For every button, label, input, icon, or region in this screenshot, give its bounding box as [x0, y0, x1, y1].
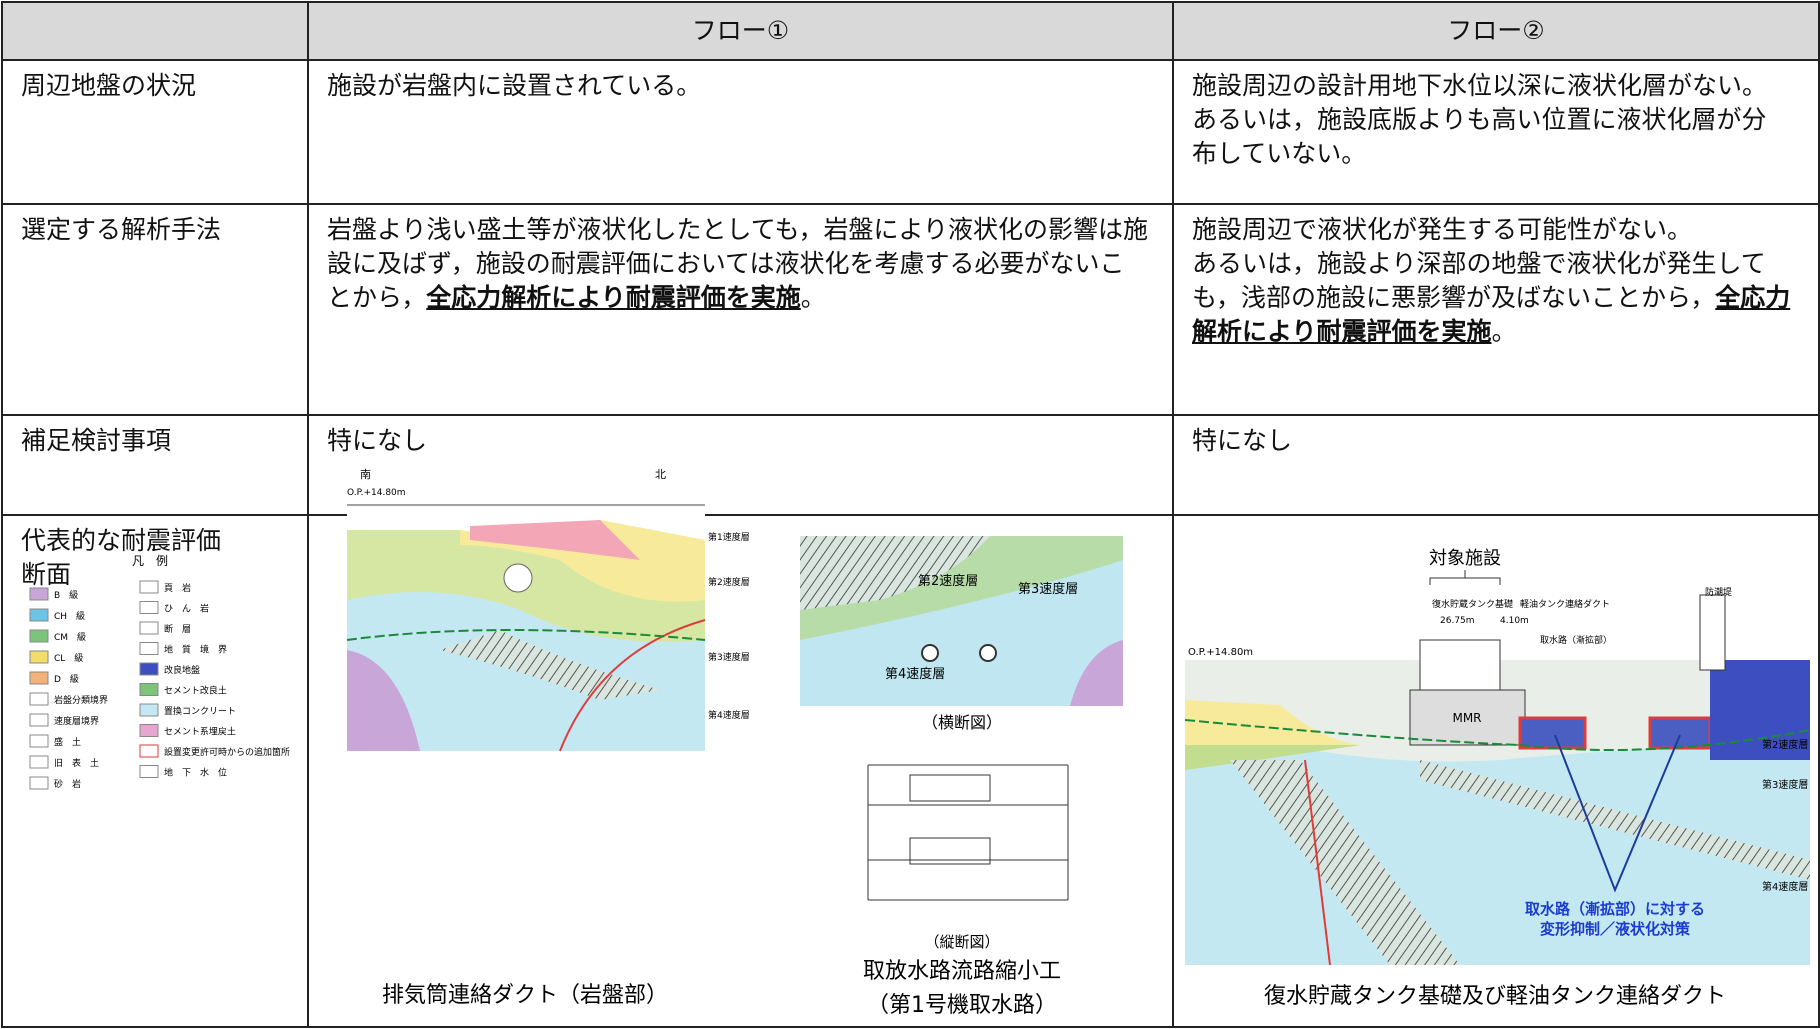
legend-label: CL 級	[54, 652, 83, 664]
label: 第2速度層	[918, 573, 978, 589]
legend-swatch	[139, 744, 159, 758]
cell: 施設周辺の設計用地下水位以深に液状化層がない。あるいは，施設底版よりも高い位置に…	[1172, 59, 1820, 205]
legend-swatch	[139, 683, 159, 696]
legend-label: 断 層	[164, 623, 191, 635]
text: 施設周辺の設計用地下水位以深に液状化層がない。	[1192, 71, 1768, 100]
caption: （第1号機取水路）	[867, 993, 1057, 1018]
annotation: 取水路（漸拡部）に対する	[1525, 900, 1705, 918]
legend-swatch	[29, 587, 49, 601]
legend-swatch	[139, 662, 159, 676]
legend-label: セメント系埋戻土	[164, 726, 236, 738]
label: 第1速度層	[708, 531, 750, 543]
label: O.P.+14.80m	[1188, 647, 1253, 658]
label: 取水路（漸拡部）	[1540, 634, 1612, 646]
legend-label: B 級	[54, 589, 78, 601]
label: MMR	[1452, 711, 1481, 725]
label: 第3速度層	[1018, 581, 1078, 597]
legend-label: 改良地盤	[164, 664, 200, 676]
label: 第3速度層	[708, 651, 750, 663]
text: あるいは，施設底版よりも高い位置に液状化層が分布していない。	[1192, 105, 1767, 168]
legend-label: 砂 岩	[54, 778, 81, 790]
legend-swatch	[29, 692, 49, 706]
label: 復水貯蔵タンク基礎	[1432, 598, 1513, 610]
text: 。	[800, 283, 826, 312]
legend-label: 岩盤分類境界	[54, 694, 108, 706]
caption: 取放水路流路縮小工	[863, 959, 1061, 984]
emphasis: 全応力解析により耐震評価を実施	[1192, 283, 1791, 346]
label: 第2速度層	[708, 576, 750, 588]
label: 防潮堤	[1705, 586, 1732, 598]
legend-label: セメント改良土	[164, 685, 227, 697]
label: 第4速度層	[1762, 880, 1808, 893]
label: 第4速度層	[708, 709, 750, 721]
label: 4.10m	[1500, 616, 1529, 626]
legend-label: 地 質 境 界	[164, 644, 227, 656]
cell: 特になし	[1172, 414, 1820, 516]
legend-label: CH 級	[54, 610, 85, 622]
caption: 排気筒連絡ダクト（岩盤部）	[382, 983, 668, 1008]
text: 施設周辺で液状化が発生する可能性がない。	[1192, 215, 1693, 244]
legend-swatch	[139, 580, 159, 594]
label: 南	[360, 468, 371, 481]
header-cell: フロー②	[1172, 1, 1820, 61]
legend-label: 盛 土	[54, 736, 81, 748]
text: 代表的な耐震評価断面	[21, 526, 222, 589]
label: 軽油タンク連絡ダクト	[1520, 598, 1610, 610]
legend-swatch	[29, 650, 49, 664]
corner	[1, 1, 309, 61]
text: あるいは，施設より深部の地盤で液状化が発生しても，浅部の施設に悪影響が及ばないこ…	[1192, 249, 1766, 312]
label: 第2速度層	[1762, 738, 1808, 751]
legend-label: 旧 表 土	[54, 757, 99, 769]
cell: 施設周辺で液状化が発生する可能性がない。あるいは，施設より深部の地盤で液状化が発…	[1172, 203, 1820, 416]
label: （縦断図）	[924, 933, 999, 951]
legend-swatch	[139, 621, 159, 635]
legend-swatch	[29, 755, 49, 769]
emphasis: 全応力解析により耐震評価を実施	[426, 283, 801, 312]
legend-swatch	[139, 642, 159, 655]
legend-swatch	[139, 703, 159, 717]
text: 。	[1491, 317, 1517, 346]
caption: 復水貯蔵タンク基礎及び軽油タンク連絡ダクト	[1264, 984, 1726, 1009]
legend-swatch	[139, 765, 159, 778]
legend-swatch	[29, 776, 49, 790]
legend-label: 設置変更許可時からの追加箇所	[164, 746, 290, 758]
legend-label: ひ ん 岩	[164, 603, 209, 615]
legend-label: CM 級	[54, 631, 86, 643]
legend-label: D 級	[54, 673, 79, 685]
legend-swatch	[139, 724, 159, 737]
legend-label: 頁 岩	[164, 582, 191, 594]
legend-swatch	[29, 608, 49, 622]
figure-tank: 対象施設 復水貯蔵タンク基礎 軽油タンク連絡ダクト 26.75m 4.10m 取…	[1184, 548, 1811, 1009]
legend-swatch	[29, 713, 49, 727]
label: O.P.+14.80m	[347, 488, 406, 498]
row-label: 選定する解析手法	[1, 203, 309, 416]
label: 北	[655, 468, 666, 481]
legend-label: 速度層境界	[54, 715, 99, 727]
legend-title: 凡 例	[132, 554, 168, 568]
label: 26.75m	[1440, 616, 1475, 626]
cell: 岩盤より浅い盛土等が液状化したとしても，岩盤により液状化の影響は施設に及ばず，施…	[307, 203, 1174, 416]
label: 第3速度層	[1762, 778, 1808, 791]
legend-label: 置換コンクリート	[164, 705, 236, 717]
legend-swatch	[29, 629, 49, 643]
legend-label: 地 下 水 位	[164, 767, 227, 779]
legend-swatch	[139, 601, 159, 614]
label: （横断図）	[922, 713, 1002, 732]
annotation: 変形抑制／液状化対策	[1540, 920, 1691, 938]
label: 対象施設	[1429, 548, 1501, 569]
row-label: 補足検討事項	[1, 414, 309, 516]
figure-intake: 第2速度層 第3速度層 第4速度層 （横断図） （縦断図） 取放水路流路縮小工 …	[800, 536, 1123, 1018]
row-label: 周辺地盤の状況	[1, 59, 309, 205]
legend-swatch	[29, 734, 49, 748]
cell: 施設が岩盤内に設置されている。	[307, 59, 1174, 205]
header-cell: フロー①	[307, 1, 1174, 61]
legend-swatch	[29, 671, 49, 685]
label: 第4速度層	[885, 666, 945, 682]
figure-exhaust-duct: 南 北 O.P.+14.80m 第1速度層 第2速度層 第3速度層 第4速度層 …	[346, 468, 750, 1008]
text: 岩盤より浅い盛土等が液状化したとしても，岩盤により液状化の影響は施設に及ばず，施…	[327, 215, 1149, 312]
